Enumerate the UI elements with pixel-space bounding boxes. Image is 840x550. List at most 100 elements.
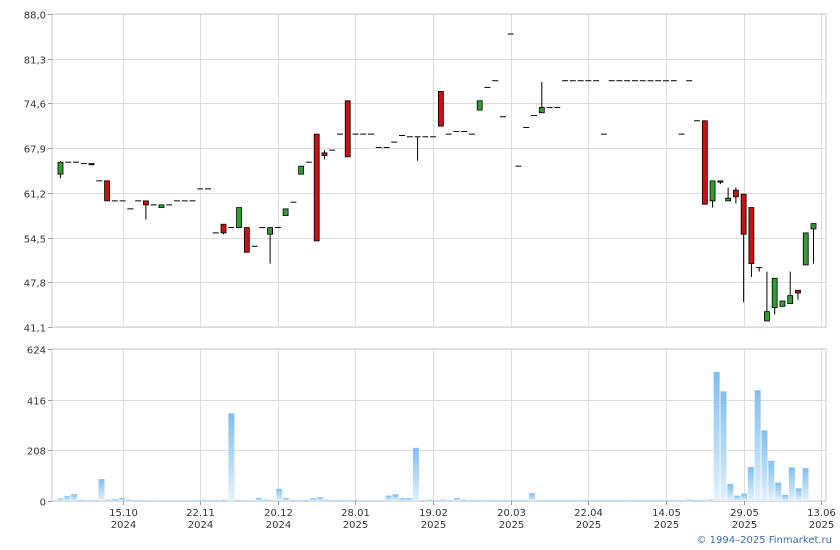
price-tick-label: 67,9 — [24, 145, 46, 156]
candle-body — [267, 227, 273, 235]
candle — [344, 100, 351, 158]
candle — [732, 187, 739, 204]
volume-bar — [221, 499, 228, 501]
candle-body — [243, 227, 250, 253]
volume-bar — [385, 495, 392, 501]
candle — [538, 82, 545, 114]
x-tick-label-date: 22.04 — [574, 508, 603, 519]
volume-bar — [248, 500, 255, 501]
volume-bar — [201, 500, 208, 501]
volume-bar — [64, 496, 71, 501]
volume-bar — [180, 500, 187, 501]
volume-bar — [529, 493, 536, 501]
price-tick-label: 88,0 — [24, 11, 46, 22]
volume-bar — [679, 500, 686, 501]
volume-bar — [71, 494, 78, 501]
volume-tick-label: 0 — [40, 498, 46, 509]
volume-bar — [494, 500, 501, 501]
volume-bar — [720, 391, 727, 501]
volume-bar — [310, 498, 317, 501]
volume-bar — [740, 493, 747, 501]
candle-body — [298, 165, 305, 175]
candle-body — [321, 152, 328, 156]
volume-bar — [262, 499, 269, 501]
volume-bar — [734, 495, 741, 501]
price-tick-label: 81,3 — [24, 56, 46, 67]
candle — [158, 204, 165, 208]
candle — [282, 208, 289, 216]
x-tick-label-date: 13.06 — [807, 508, 836, 519]
candle-body — [795, 289, 801, 294]
volume-bar — [330, 500, 337, 501]
volume-bar — [768, 460, 775, 501]
volume-bar — [604, 500, 611, 501]
candle — [437, 91, 444, 127]
volume-bar — [214, 500, 221, 501]
volume-bar — [105, 499, 112, 501]
volume-bar — [583, 500, 590, 501]
x-tick-label-date: 29.05 — [730, 508, 759, 519]
candle-body — [220, 223, 227, 234]
volume-tick-label: 208 — [27, 447, 46, 458]
candle-body — [701, 120, 708, 205]
volume-bar — [645, 500, 652, 501]
x-tick-label-year: 2025 — [654, 520, 679, 531]
volume-bar — [276, 488, 283, 501]
candle — [802, 232, 809, 266]
volume-bar — [638, 500, 645, 501]
volume-bar — [57, 498, 64, 501]
volume-bar — [283, 498, 290, 501]
volume-bar — [713, 371, 720, 501]
candle-body — [158, 204, 165, 208]
x-tick-label-year: 2025 — [499, 520, 524, 531]
volume-bar — [631, 500, 638, 501]
price-tick-label: 61,2 — [24, 190, 46, 201]
volume-bar — [269, 500, 276, 501]
x-tick-label-date: 20.03 — [497, 508, 526, 519]
volume-bar — [549, 500, 556, 501]
candle-body — [709, 180, 716, 202]
candle-body — [802, 232, 809, 266]
candle-body — [764, 311, 770, 322]
candle-body — [282, 208, 289, 216]
volume-bar — [365, 500, 372, 501]
price-tick-label: 47,8 — [24, 279, 46, 290]
volume-bar — [501, 500, 508, 501]
volume-bar — [563, 500, 570, 501]
volume-bar — [699, 500, 706, 501]
candle — [740, 193, 747, 303]
volume-bar — [535, 500, 542, 501]
volume-bar — [440, 499, 447, 501]
x-tick-label-date: 15.10 — [109, 508, 138, 519]
volume-bar — [412, 447, 419, 501]
volume-bar — [153, 500, 160, 501]
volume-panel: 624 416 208 0 — [27, 346, 827, 509]
volume-bar — [228, 413, 235, 501]
volume-bar — [187, 500, 194, 501]
candle-body — [142, 200, 149, 206]
volume-bar — [617, 500, 624, 501]
volume-bar — [358, 500, 365, 501]
candle — [787, 271, 794, 305]
volume-bar — [481, 500, 488, 501]
volume-bar — [706, 499, 713, 501]
volume-bar — [447, 500, 454, 501]
volume-bar — [160, 500, 167, 501]
price-tick-label: 74,6 — [24, 100, 46, 111]
x-tick-label-year: 2025 — [732, 520, 757, 531]
candle — [243, 227, 250, 253]
volume-bar — [727, 483, 734, 501]
candle — [220, 223, 227, 235]
candle-body — [725, 197, 732, 202]
volume-plot-area — [51, 348, 827, 502]
candle — [748, 207, 755, 277]
volume-bar — [98, 479, 105, 501]
candle-body — [236, 207, 242, 228]
volume-bar — [693, 500, 700, 501]
volume-bar — [78, 499, 85, 501]
candle — [57, 160, 64, 179]
price-plot-area — [51, 13, 827, 328]
volume-bar — [337, 500, 344, 501]
candle — [701, 120, 708, 205]
candle-body — [810, 223, 817, 230]
